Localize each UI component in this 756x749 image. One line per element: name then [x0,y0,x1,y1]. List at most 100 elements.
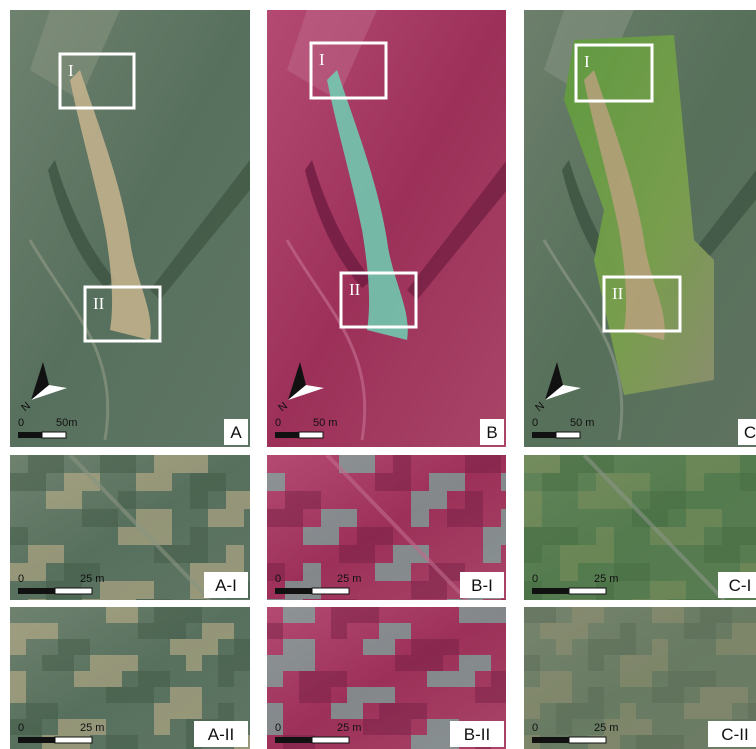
pixel [170,607,186,623]
panel-label-box [718,572,756,598]
pixel [501,509,506,527]
pixel [411,735,427,749]
pixel [226,491,244,509]
pixel [578,491,596,509]
pixel [483,527,501,545]
pixel [524,599,542,600]
pixel [118,527,136,545]
pixel [90,719,106,735]
pixel [411,509,429,527]
pixel [686,455,704,473]
pixel [267,655,283,671]
pixel [620,719,636,735]
pixel [186,687,202,703]
pixel [170,623,186,639]
scale-label: 25 m [337,722,361,734]
pixel [315,671,331,687]
pixel [632,599,650,600]
pixel [443,639,459,655]
pixel [303,563,321,581]
scale-label: 0 [532,722,538,734]
pixel [202,639,218,655]
pixel [684,703,700,719]
pixel [524,509,542,527]
pixel [524,687,540,703]
pixel [267,623,283,639]
pixel [524,655,540,671]
landslide [70,70,151,340]
pixel [556,703,572,719]
pixel [28,455,46,473]
pixel [90,671,106,687]
pixel [668,735,684,749]
pixel [339,509,357,527]
panel-label: B [486,423,497,442]
scale-label: 0 [275,417,281,429]
pixel [427,655,443,671]
pixel [650,491,668,509]
pixel [578,455,596,473]
pixel [106,607,122,623]
scale-label: 50 m [570,417,594,429]
north-arrow-dark [288,362,306,400]
pixel [347,703,363,719]
pixel [427,719,443,735]
pixel [393,563,411,581]
pixel [540,671,556,687]
pixel [172,545,190,563]
inset-box [309,41,388,100]
pixel [154,607,170,623]
pixel [154,599,172,600]
panel-label: C-II [721,725,748,744]
pixel [572,623,588,639]
pixel [716,607,732,623]
pixel [722,527,740,545]
pixel [357,545,375,563]
inset-label: II [349,280,361,299]
pixel [652,655,668,671]
pixel [10,527,28,545]
pixel [267,563,285,581]
pixel [303,527,321,545]
pixel [465,599,483,600]
pixel [447,509,465,527]
pixel [331,607,347,623]
pixel [722,455,740,473]
pixel [614,491,632,509]
scale-bar-black [275,737,312,743]
pixel [429,581,447,599]
pixel [363,687,379,703]
pixel [82,563,100,581]
panel: 0 25 m A-II [10,607,250,749]
pixel [620,623,636,639]
pixel [339,545,357,563]
tree-row [150,160,250,300]
pixel [700,623,716,639]
pixel [58,655,74,671]
pixel [704,545,722,563]
north-arrow-dark [31,362,49,400]
pixel [614,563,632,581]
pixel [483,545,501,563]
pixel [632,509,650,527]
scale-bar-black [532,432,556,438]
pixel [524,491,542,509]
pixel [620,655,636,671]
pixel [732,623,748,639]
inset-label: I [319,50,325,69]
pixel [556,671,572,687]
pixel [10,719,26,735]
scale-bar-black [18,588,55,594]
image-background [524,455,756,600]
pixel [560,563,578,581]
pixel [10,639,26,655]
pixel [668,581,686,599]
inset-box [58,52,136,110]
scale-bar-white [311,736,350,744]
pixel [226,509,244,527]
road [68,455,212,600]
pixel [136,473,154,491]
pixel [393,473,411,491]
panel-label: C [744,423,756,442]
pixel [459,671,475,687]
